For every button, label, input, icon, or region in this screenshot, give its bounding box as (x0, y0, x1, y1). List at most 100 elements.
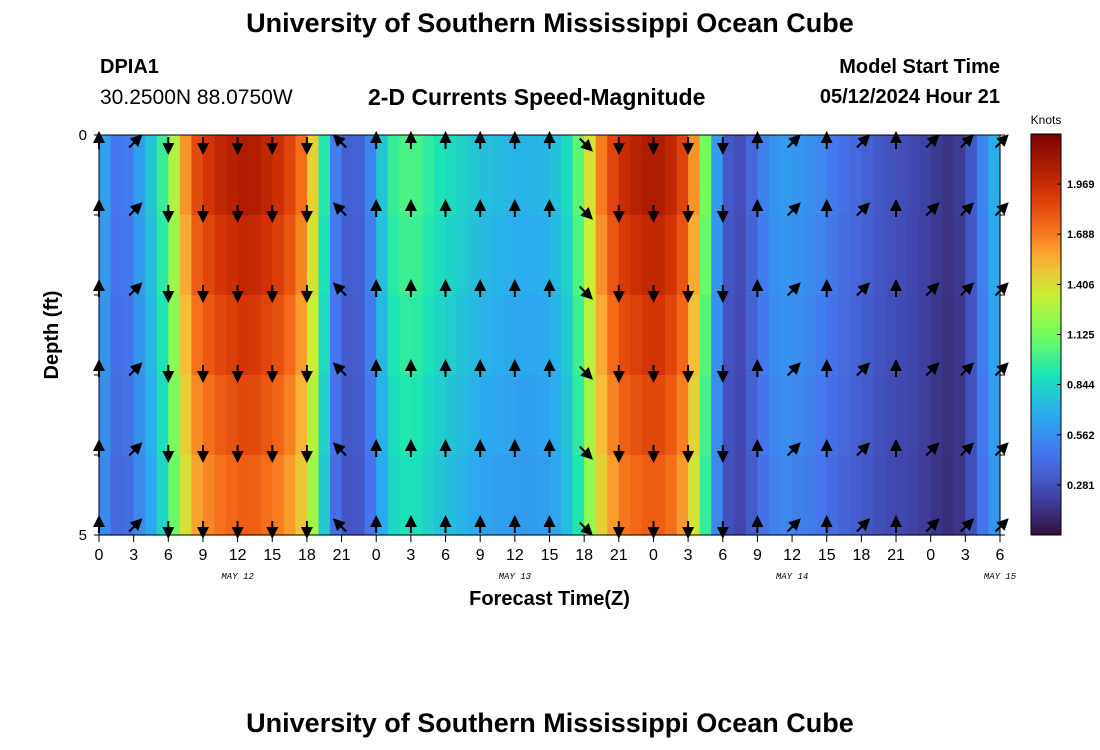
heatmap-cell (676, 375, 689, 456)
heatmap-cell (896, 215, 909, 296)
heatmap-cell (572, 215, 585, 296)
heatmap-cell (745, 135, 759, 216)
heatmap-cell (665, 455, 678, 536)
heatmap-cell (734, 375, 747, 456)
heatmap-cell (191, 215, 204, 296)
current-arrow (925, 518, 940, 533)
heatmap-cell (838, 295, 851, 376)
heatmap-cell (214, 215, 227, 296)
heatmap-cell (445, 455, 458, 536)
chart-subtitle: 2-D Currents Speed-Magnitude (368, 84, 706, 110)
heatmap-cell (433, 135, 447, 216)
heatmap-cell (641, 455, 655, 536)
heatmap-cell (734, 135, 747, 216)
heatmap-cell (283, 295, 296, 376)
heatmap-cell (526, 375, 539, 456)
heatmap-cell (976, 455, 990, 536)
heatmap-cell (318, 295, 331, 376)
heatmap-cell (133, 135, 146, 216)
heatmap-cell (919, 215, 932, 296)
heatmap-cell (561, 375, 574, 456)
heatmap-cell (341, 215, 354, 296)
heatmap-cell (815, 375, 828, 456)
heatmap-cell (595, 455, 608, 536)
heatmap-cell (734, 295, 747, 376)
heatmap-cell (595, 215, 608, 296)
colorbar-tick-label: 1.688 (1067, 229, 1095, 241)
heatmap-cell (353, 135, 366, 216)
heatmap-cell (584, 215, 597, 296)
heatmap-cell (156, 375, 169, 456)
heatmap-cell (330, 375, 343, 456)
heatmap-cell (919, 295, 932, 376)
y-tick-label: 0 (79, 127, 87, 144)
heatmap-cell (884, 135, 897, 216)
heatmap-cell (491, 295, 504, 376)
heatmap-cell (457, 135, 470, 216)
heatmap-cell (410, 375, 424, 456)
heatmap-cell (942, 375, 955, 456)
heatmap-cell (618, 455, 631, 536)
heatmap-cell (237, 295, 250, 376)
heatmap-cell (907, 375, 920, 456)
colorbar-tick-label: 0.844 (1067, 380, 1095, 392)
heatmap-cell (549, 295, 562, 376)
heatmap-cell (376, 215, 389, 296)
heatmap-cell (757, 375, 770, 456)
heatmap-cell (572, 455, 585, 536)
heatmap-cell (480, 215, 493, 296)
heatmap-cell (272, 375, 285, 456)
heatmap-cell (226, 135, 239, 216)
heatmap-cell (99, 375, 112, 456)
heatmap-cell (387, 215, 400, 296)
heatmap-cell (676, 455, 689, 536)
heatmap-cell (688, 135, 701, 216)
heatmap-cell (468, 135, 481, 216)
heatmap-cell (711, 375, 724, 456)
x-tick-label: 15 (263, 547, 281, 564)
heatmap-cell (919, 375, 932, 456)
heatmap-cell (595, 135, 608, 216)
x-tick-label: 21 (887, 547, 905, 564)
heatmap-cell (665, 215, 678, 296)
heatmap-cell (503, 455, 516, 536)
heatmap-cell (849, 215, 862, 296)
heatmap-cell (214, 375, 227, 456)
heatmap-cell (826, 295, 839, 376)
date-label: MAY 12 (221, 572, 254, 582)
heatmap-cell (272, 455, 285, 536)
heatmap-cell (503, 215, 516, 296)
heatmap-cell (410, 215, 424, 296)
heatmap-cell (341, 375, 354, 456)
current-arrow (960, 442, 975, 457)
heatmap-cell (249, 455, 262, 536)
heatmap-cell (988, 455, 1001, 536)
heatmap-cell (318, 135, 331, 216)
heatmap-cell (457, 295, 470, 376)
heatmap-cell (849, 135, 862, 216)
heatmap-cell (688, 375, 701, 456)
heatmap-cell (122, 295, 135, 376)
heatmap-cell (387, 375, 400, 456)
chart-title: University of Southern Mississippi Ocean… (246, 8, 854, 38)
heatmap-cell (711, 215, 724, 296)
heatmap-cell (226, 375, 239, 456)
heatmap-cell (965, 215, 978, 296)
heatmap-cell (433, 375, 447, 456)
colorbar-tick-label: 1.125 (1067, 330, 1095, 342)
heatmap-cell (930, 135, 943, 216)
heatmap-cell (907, 455, 920, 536)
heatmap-cell (630, 375, 643, 456)
current-arrow (128, 442, 143, 457)
heatmap-cell (168, 455, 181, 536)
heatmap-cell (896, 375, 909, 456)
heatmap-cell (561, 135, 574, 216)
heatmap-cell (665, 375, 678, 456)
heatmap-cell (826, 215, 839, 296)
x-tick-label: 6 (718, 547, 727, 564)
current-arrow (856, 518, 871, 533)
heatmap-cell (711, 295, 724, 376)
heatmap-cell (607, 135, 620, 216)
date-label: MAY 13 (499, 572, 532, 582)
current-arrow (332, 518, 347, 533)
